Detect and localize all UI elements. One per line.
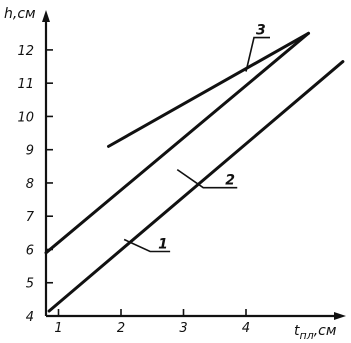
series-label-3: 3: [256, 23, 266, 39]
x-axis-title: tпл,см: [294, 323, 337, 342]
y-axis-arrow: [42, 10, 50, 22]
x-axis-title-main: t: [294, 323, 300, 339]
series-label-1: 1: [158, 237, 168, 253]
x-axis-title-unit: ,см: [314, 323, 337, 339]
x-tick-label: 2: [117, 321, 125, 336]
y-tick-label: 11: [17, 77, 34, 92]
y-tick-label: 8: [26, 177, 34, 192]
series-line-1: [47, 60, 345, 313]
series-leader-1: [123, 238, 171, 253]
series-line-3: [107, 31, 310, 148]
y-tick-label: 7: [26, 210, 35, 225]
y-tick-label: 4: [26, 310, 34, 325]
x-tick-label: 3: [179, 321, 187, 336]
y-tick-label: 9: [26, 144, 34, 159]
series-leader-2: [176, 168, 238, 189]
y-tick-label: 5: [26, 277, 34, 292]
series-label-2: 2: [225, 173, 235, 189]
series-line-2: [44, 31, 310, 255]
series-labels: 1 2 3: [123, 23, 270, 253]
y-tick-label: 6: [26, 243, 34, 258]
x-tick-label: 1: [54, 321, 62, 336]
x-tick-label: 4: [242, 321, 250, 336]
series-lines: [44, 31, 345, 313]
y-tick-label: 10: [17, 110, 34, 125]
y-axis-title: h,см: [4, 6, 36, 22]
series-leader-3: [245, 36, 270, 72]
x-axis-arrow: [334, 312, 346, 320]
x-axis-title-subscript: пл: [300, 329, 314, 342]
y-tick-label: 12: [17, 44, 34, 59]
axes: [42, 10, 346, 320]
